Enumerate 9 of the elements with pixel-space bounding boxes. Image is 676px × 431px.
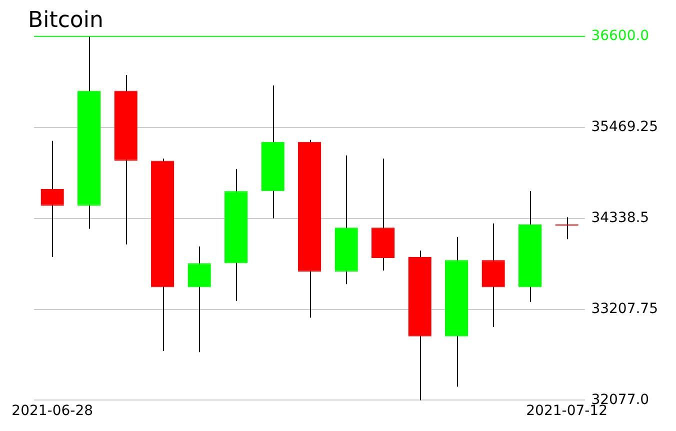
chart-title: Bitcoin xyxy=(28,8,104,33)
y-tick-label: 35469.25 xyxy=(591,118,658,135)
x-tick-label: 2021-06-28 xyxy=(12,403,94,420)
y-tick-label: 33207.75 xyxy=(591,300,658,317)
ref-line-label: 36600.0 xyxy=(591,28,650,44)
candlestick xyxy=(40,140,64,258)
y-tick-label: 34338.5 xyxy=(591,210,650,226)
candlestick xyxy=(188,246,211,353)
candlestick xyxy=(555,216,578,240)
